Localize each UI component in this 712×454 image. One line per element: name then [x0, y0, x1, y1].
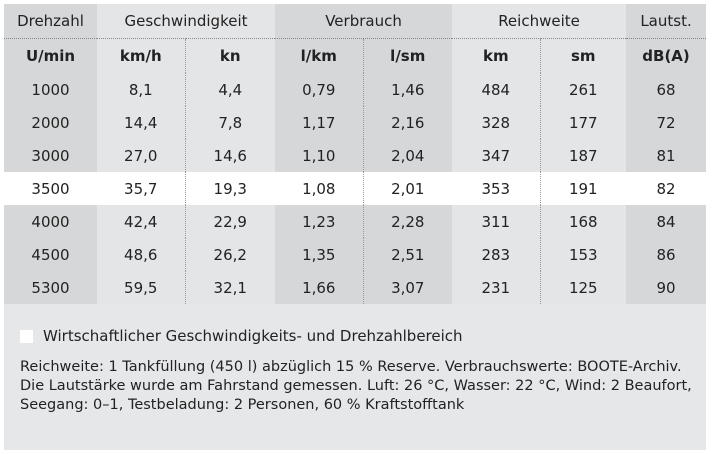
cell: 1000 [4, 73, 97, 106]
table-row: 4000 42,4 22,9 1,23 2,28 311 168 84 [4, 205, 707, 238]
cell: 1,08 [275, 172, 364, 205]
cell: 0,79 [275, 73, 364, 106]
cell: 153 [540, 238, 627, 271]
cell: 14,6 [185, 139, 276, 172]
cell: l/km [275, 38, 364, 73]
cell: 2,04 [363, 139, 453, 172]
performance-table-panel: Drehzahl Geschwindigkeit Verbrauch Reich… [4, 4, 707, 450]
cell: 4,4 [185, 73, 276, 106]
cell: 32,1 [185, 271, 276, 304]
cell: sm [540, 38, 627, 73]
cell: 191 [540, 172, 627, 205]
cell: 14,4 [97, 106, 186, 139]
cell: 1,46 [363, 73, 453, 106]
table-row: 2000 14,4 7,8 1,17 2,16 328 177 72 [4, 106, 707, 139]
cell: 2000 [4, 106, 97, 139]
cell: 2,16 [363, 106, 453, 139]
cell: 231 [452, 271, 541, 304]
cell: 1,17 [275, 106, 364, 139]
cell: 2,51 [363, 238, 453, 271]
cell: 484 [452, 73, 541, 106]
cell: 283 [452, 238, 541, 271]
performance-table: Drehzahl Geschwindigkeit Verbrauch Reich… [4, 4, 707, 304]
cell: kn [185, 38, 276, 73]
legend: Wirtschaftlicher Geschwindigkeits- und D… [20, 327, 463, 345]
header-drehzahl: Drehzahl [4, 4, 97, 39]
cell: 84 [626, 205, 707, 238]
cell: 177 [540, 106, 627, 139]
cell: 72 [626, 106, 707, 139]
cell: 5300 [4, 271, 97, 304]
units-row: U/min km/h kn l/km l/sm km sm dB(A) [4, 38, 707, 73]
cell: 26,2 [185, 238, 276, 271]
cell: 35,7 [97, 172, 186, 205]
cell: km/h [97, 38, 186, 73]
header-verbrauch: Verbrauch [275, 4, 453, 39]
cell: km [452, 38, 541, 73]
cell: 22,9 [185, 205, 276, 238]
cell: 125 [540, 271, 627, 304]
cell: 90 [626, 271, 707, 304]
note-line: Reichweite: 1 Tankfüllung (450 l) abzügl… [20, 359, 682, 375]
legend-text: Wirtschaftlicher Geschwindigkeits- und D… [43, 327, 463, 345]
cell: 19,3 [185, 172, 276, 205]
cell: 3500 [4, 172, 97, 205]
header-geschwindigkeit: Geschwindigkeit [97, 4, 276, 39]
cell: 68 [626, 73, 707, 106]
table-row: 3000 27,0 14,6 1,10 2,04 347 187 81 [4, 139, 707, 172]
header-lautstaerke: Lautst. [626, 4, 707, 39]
cell: 4000 [4, 205, 97, 238]
cell: 8,1 [97, 73, 186, 106]
cell: 7,8 [185, 106, 276, 139]
cell: 2,01 [363, 172, 453, 205]
cell: 261 [540, 73, 627, 106]
cell: 81 [626, 139, 707, 172]
cell: 1,35 [275, 238, 364, 271]
note-line: Die Lautstärke wurde am Fahrstand gemess… [20, 378, 692, 394]
cell: 4500 [4, 238, 97, 271]
header-reichweite: Reichweite [452, 4, 627, 39]
cell: 187 [540, 139, 627, 172]
footnotes: Reichweite: 1 Tankfüllung (450 l) abzügl… [20, 358, 710, 415]
table-row: 4500 48,6 26,2 1,35 2,51 283 153 86 [4, 238, 707, 271]
cell: 59,5 [97, 271, 186, 304]
note-line: Seegang: 0–1, Testbeladung: 2 Personen, … [20, 397, 465, 413]
cell: l/sm [363, 38, 453, 73]
legend-swatch [20, 329, 33, 343]
table-row: 1000 8,1 4,4 0,79 1,46 484 261 68 [4, 73, 707, 106]
cell: 42,4 [97, 205, 186, 238]
cell: 86 [626, 238, 707, 271]
table-row: 5300 59,5 32,1 1,66 3,07 231 125 90 [4, 271, 707, 304]
cell: 27,0 [97, 139, 186, 172]
cell: 1,10 [275, 139, 364, 172]
cell: 82 [626, 172, 707, 205]
cell: 1,23 [275, 205, 364, 238]
table-row: 3500 35,7 19,3 1,08 2,01 353 191 82 [4, 172, 707, 205]
cell: U/min [4, 38, 97, 73]
cell: 3,07 [363, 271, 453, 304]
group-header-row: Drehzahl Geschwindigkeit Verbrauch Reich… [4, 4, 707, 39]
cell: 168 [540, 205, 627, 238]
cell: 2,28 [363, 205, 453, 238]
cell: 3000 [4, 139, 97, 172]
cell: 1,66 [275, 271, 364, 304]
cell: 311 [452, 205, 541, 238]
cell: 347 [452, 139, 541, 172]
cell: dB(A) [626, 38, 707, 73]
cell: 328 [452, 106, 541, 139]
cell: 48,6 [97, 238, 186, 271]
cell: 353 [452, 172, 541, 205]
